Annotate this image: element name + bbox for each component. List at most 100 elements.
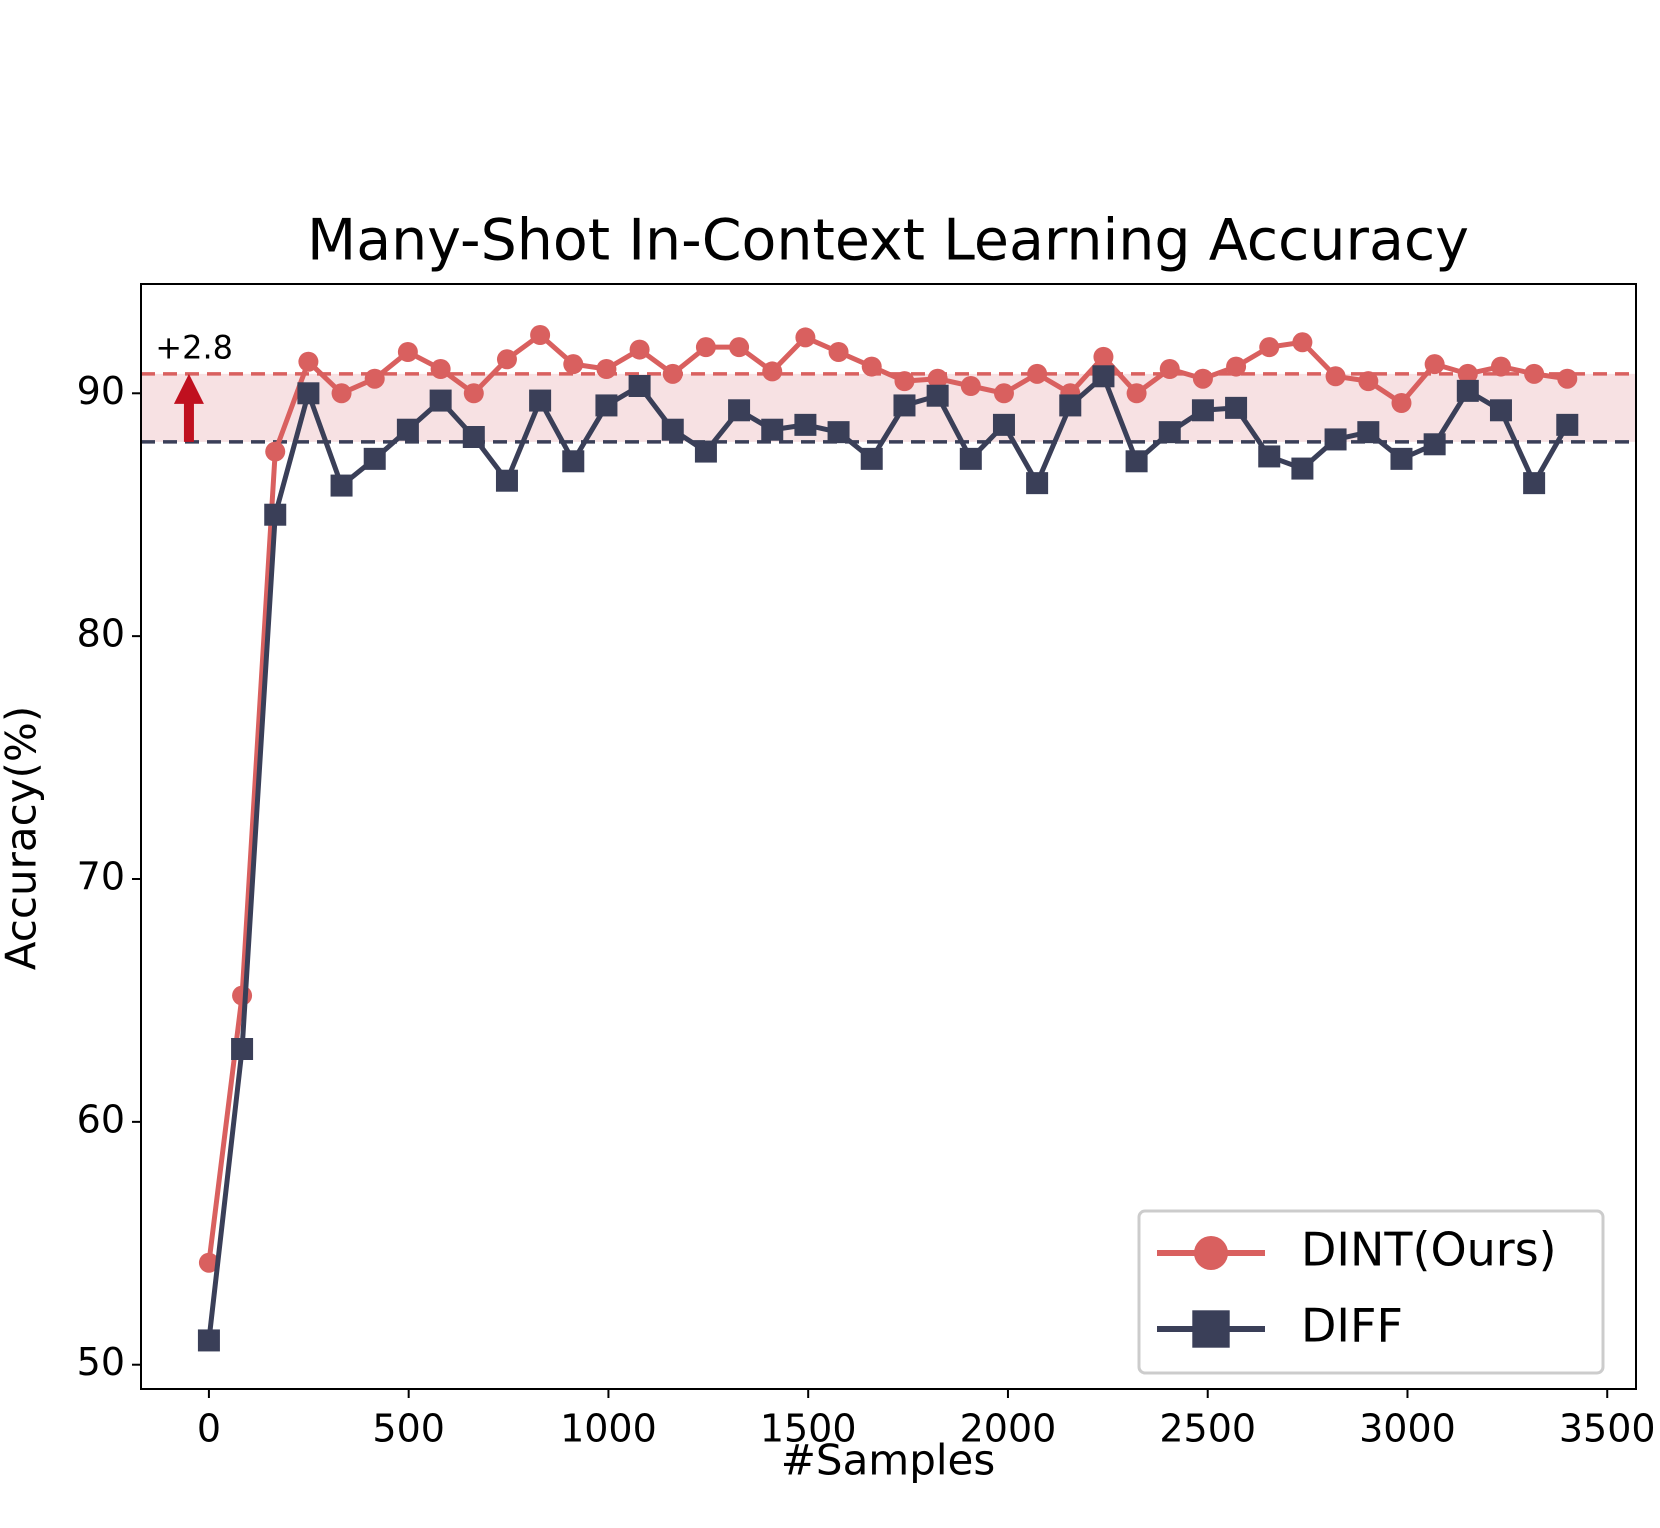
marker: [661, 418, 684, 441]
marker: [1158, 421, 1181, 444]
marker: [563, 354, 584, 375]
marker: [629, 339, 650, 360]
annotation: +2.8: [155, 329, 233, 367]
marker: [1226, 356, 1247, 377]
marker: [1524, 363, 1545, 384]
marker: [396, 418, 419, 441]
marker: [1292, 332, 1313, 353]
x-tick-label: 500: [372, 1407, 445, 1451]
marker: [1194, 1236, 1229, 1270]
marker: [463, 383, 484, 404]
marker: [927, 368, 948, 389]
marker: [628, 375, 651, 397]
marker: [926, 384, 949, 407]
marker: [1027, 363, 1048, 384]
gain-arrow-head: [173, 373, 204, 404]
marker: [1390, 447, 1413, 470]
marker: [462, 426, 485, 448]
marker: [694, 440, 717, 463]
marker: [1026, 472, 1049, 495]
marker: [861, 356, 882, 377]
marker: [429, 389, 452, 412]
marker: [1092, 365, 1115, 388]
marker: [297, 382, 320, 405]
series-line: [206, 332, 1568, 1264]
marker: [729, 337, 750, 358]
marker: [330, 474, 353, 497]
y-tick-label: 90: [77, 369, 125, 413]
marker: [1059, 394, 1082, 417]
x-axis-label: #Samples: [781, 1436, 996, 1485]
marker: [1424, 354, 1445, 375]
marker: [860, 447, 883, 470]
marker: [695, 337, 716, 358]
marker: [264, 503, 287, 526]
marker: [1191, 399, 1214, 422]
marker: [562, 450, 585, 473]
marker: [1490, 356, 1511, 377]
marker: [1259, 337, 1280, 358]
legend-label: DINT(Ours): [1301, 1223, 1557, 1277]
marker: [1325, 366, 1346, 387]
marker: [595, 394, 618, 417]
marker: [1225, 396, 1248, 419]
marker: [529, 389, 552, 412]
marker: [496, 349, 517, 370]
marker: [364, 368, 385, 389]
marker: [1126, 383, 1147, 404]
marker: [1291, 457, 1314, 480]
x-tick-label: 3000: [1359, 1407, 1456, 1451]
marker: [959, 447, 982, 470]
marker: [530, 325, 551, 345]
y-tick-label: 70: [77, 855, 125, 899]
marker: [197, 1329, 220, 1352]
marker: [1159, 359, 1180, 379]
chart-title: Many-Shot In-Context Learning Accuracy: [307, 208, 1469, 274]
marker: [397, 342, 418, 362]
marker: [1456, 379, 1479, 402]
legend-label: DIFF: [1301, 1299, 1403, 1353]
marker: [1192, 368, 1213, 389]
marker: [1192, 1310, 1230, 1348]
marker: [662, 363, 683, 384]
marker: [993, 383, 1014, 404]
marker: [1457, 363, 1478, 384]
plot-frame: [140, 283, 1637, 1390]
marker: [1358, 371, 1379, 392]
marker: [1489, 399, 1512, 422]
marker: [827, 421, 850, 444]
x-tick-label: 2500: [1159, 1407, 1256, 1451]
x-tick-label: 1000: [560, 1407, 657, 1451]
marker: [430, 359, 451, 379]
marker: [794, 413, 817, 436]
marker: [1324, 428, 1347, 451]
marker: [828, 342, 849, 362]
marker: [232, 985, 253, 1006]
marker: [1557, 368, 1578, 389]
marker: [363, 447, 386, 470]
y-tick-label: 80: [77, 612, 125, 656]
marker: [1357, 421, 1380, 444]
marker: [795, 327, 816, 348]
x-tick-label: 3500: [1559, 1407, 1656, 1451]
marker: [1125, 450, 1148, 473]
y-axis-label: Accuracy(%): [0, 706, 46, 970]
marker: [960, 376, 981, 396]
y-tick-label: 60: [77, 1097, 125, 1141]
marker: [265, 441, 286, 462]
x-tick-label: 1500: [760, 1407, 857, 1451]
marker: [762, 361, 783, 382]
marker: [893, 394, 916, 417]
marker: [495, 469, 518, 492]
marker: [1523, 472, 1546, 495]
y-tick-label: 50: [77, 1340, 125, 1384]
marker: [331, 383, 352, 404]
marker: [298, 351, 319, 372]
marker: [894, 371, 915, 392]
marker: [231, 1038, 254, 1060]
marker: [728, 399, 751, 422]
series-line: [206, 373, 1570, 1341]
x-tick-label: 0: [197, 1407, 221, 1451]
marker: [761, 418, 784, 441]
